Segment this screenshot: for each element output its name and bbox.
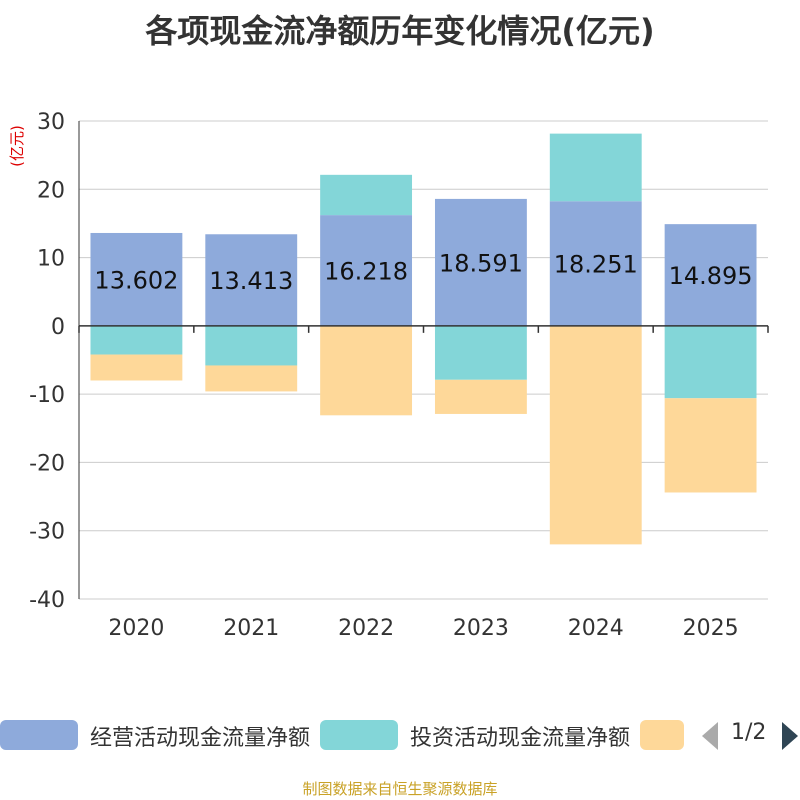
axis-layer: 30 20 10 0 -10 -20 -30 -40 (亿元) 2020 2021 2022 2023 2…: [8, 110, 769, 641]
bar-2023-series-2: [434, 325, 527, 380]
data-source-note: 制图数据来自恒生聚源数据库: [302, 780, 498, 798]
y-tick-label: -20: [29, 451, 65, 476]
bar-2020-series-1: [90, 232, 183, 326]
y-axis-label: (亿元): [8, 125, 26, 167]
data-label-2022: 16.218: [324, 257, 408, 285]
y-tick-label: -30: [29, 520, 65, 545]
bar-2025-series-1: [664, 224, 757, 326]
legend: 经营活动现金流量净额 投资活动现金流量净额 1/2: [0, 718, 800, 752]
bar-2023-series-3: [434, 379, 527, 414]
bar-2021-series-2: [205, 325, 298, 366]
legend-prev-page-icon[interactable]: [702, 722, 718, 750]
legend-swatch-investing[interactable]: [320, 720, 398, 750]
legend-swatch-operating[interactable]: [0, 720, 78, 750]
y-tick-label: 0: [51, 315, 65, 340]
bar-2025-series-3: [664, 398, 757, 493]
bar-2022-series-3: [320, 325, 413, 416]
chart-area: 30 20 10 0 -10 -20 -30 -40 (亿元) 2020 2021 2022 2023 2…: [8, 110, 769, 641]
legend-page-indicator: 1/2: [731, 720, 767, 745]
data-label-2021: 13.413: [209, 267, 293, 295]
x-tick-label-2020: 2020: [108, 616, 164, 641]
bar-2022-series-2: [320, 174, 413, 216]
x-tick-label-2022: 2022: [338, 616, 394, 641]
x-tick-label-2024: 2024: [568, 616, 624, 641]
legend-label-investing[interactable]: 投资活动现金流量净额: [410, 726, 631, 751]
data-label-2025: 14.895: [669, 262, 753, 290]
x-tick-label-2023: 2023: [453, 616, 509, 641]
x-tick-label-2025: 2025: [683, 616, 739, 641]
data-label-2023: 18.591: [439, 249, 523, 277]
bar-2021-series-1: [205, 234, 298, 326]
data-label-2020: 13.602: [94, 266, 178, 294]
y-tick-label: 20: [37, 178, 65, 203]
legend-swatch-third-series[interactable]: [640, 720, 684, 750]
bar-2024-series-3: [549, 325, 642, 545]
bar-2022-series-1: [320, 215, 413, 326]
bar-2024-series-1: [549, 201, 642, 326]
legend-label-operating[interactable]: 经营活动现金流量净额: [90, 726, 311, 751]
legend-next-page-icon[interactable]: [782, 722, 798, 750]
bar-2020-series-3: [90, 354, 183, 381]
bar-layer: [90, 133, 757, 545]
y-tick-label: 30: [37, 110, 65, 135]
bar-2021-series-3: [205, 365, 298, 392]
data-label-2024: 18.251: [554, 251, 638, 279]
y-tick-label: 10: [37, 247, 65, 272]
x-tick-label-2021: 2021: [223, 616, 279, 641]
chart-title: 各项现金流净额历年变化情况(亿元): [145, 12, 655, 50]
y-tick-label: -40: [29, 588, 65, 613]
bar-2024-series-2: [549, 133, 642, 202]
bar-2025-series-2: [664, 325, 757, 399]
label-layer: 13.602 13.413 16.218 18.591 18.251 14.895: [94, 249, 752, 295]
bar-2020-series-2: [90, 325, 183, 355]
y-tick-label: -10: [29, 383, 65, 408]
bar-2023-series-1: [434, 198, 527, 326]
